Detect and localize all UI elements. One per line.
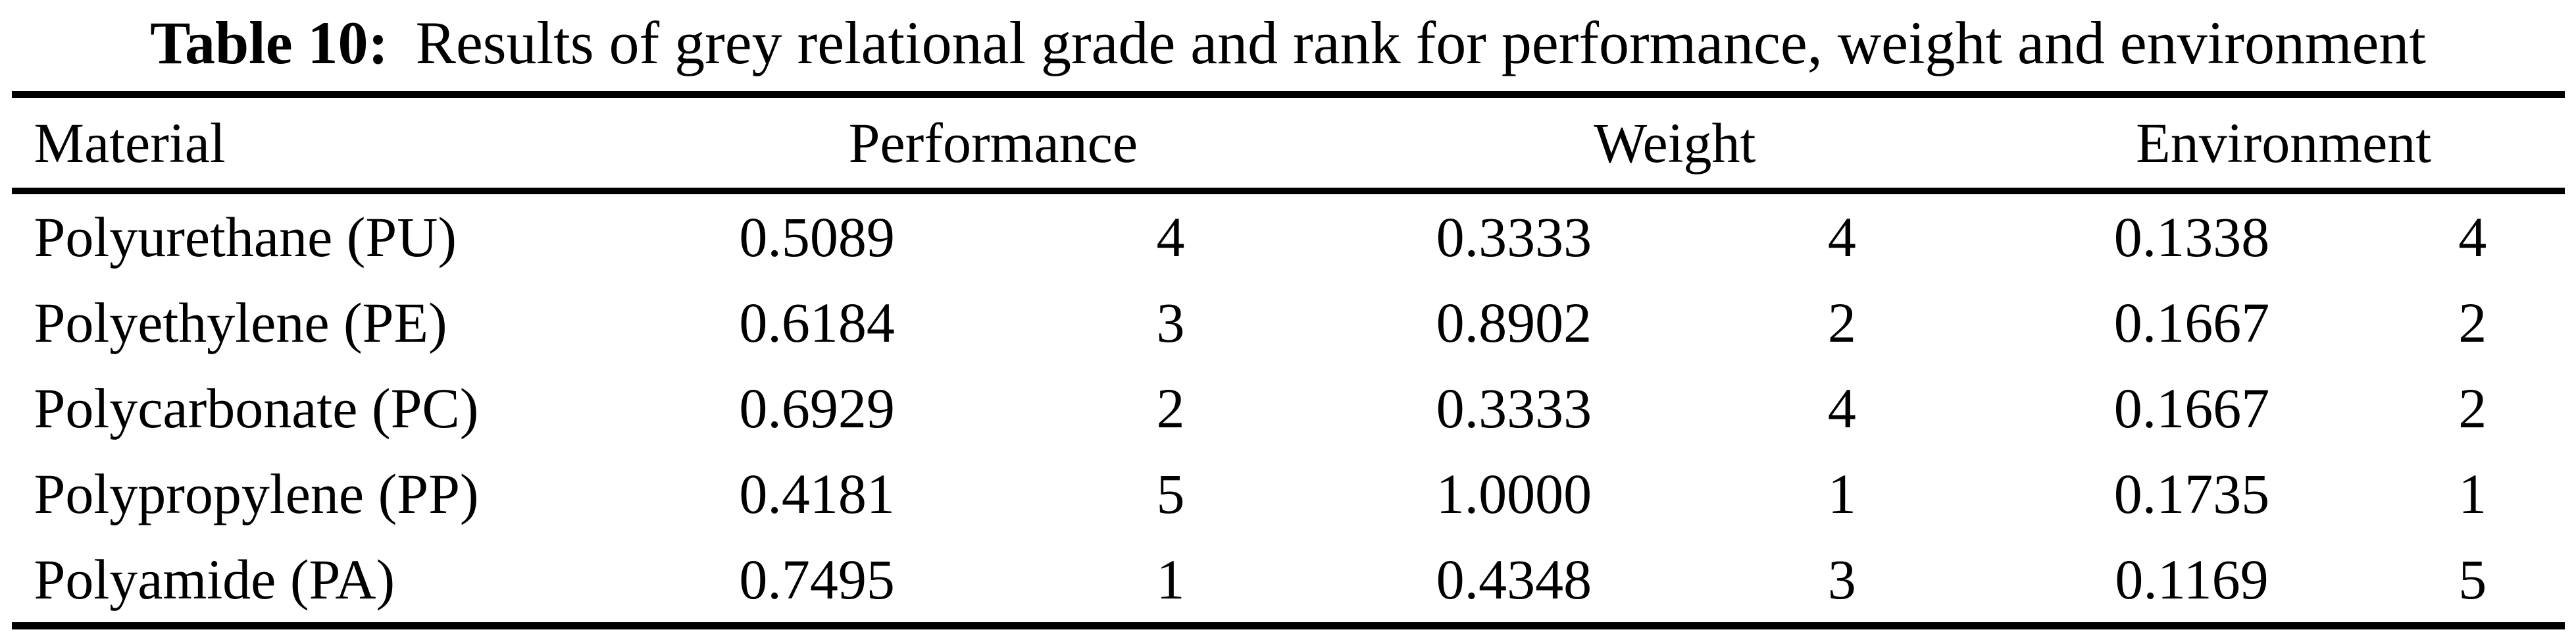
environment-rank-cell: 4 <box>2458 205 2487 269</box>
table-row: Polycarbonate (PC) 0.6929 2 0.3333 4 0.1… <box>12 365 2565 451</box>
table-caption: Table 10: Results of grey relational grad… <box>0 3 2576 83</box>
performance-rank-cell: 2 <box>1156 377 1185 440</box>
environment-grade-cell: 0.1169 <box>2115 548 2269 611</box>
environment-grade-cell: 0.1667 <box>2113 377 2270 440</box>
col-header-environment: Environment <box>2002 94 2565 194</box>
weight-grade-cell: 1.0000 <box>1436 462 1592 525</box>
table-row: Polypropylene (PP) 0.4181 5 1.0000 1 0.1… <box>12 451 2565 537</box>
weight-grade-cell: 0.3333 <box>1436 205 1592 269</box>
performance-rank-cell: 1 <box>1156 548 1185 611</box>
weight-rank-cell: 1 <box>1827 462 1856 525</box>
environment-rank-cell: 5 <box>2458 548 2487 611</box>
weight-rank-cell: 4 <box>1827 377 1856 440</box>
material-cell: Polycarbonate (PC) <box>34 377 479 440</box>
performance-grade-cell: 0.6929 <box>739 377 895 440</box>
performance-rank-cell: 5 <box>1156 462 1185 525</box>
table-caption-text: Results of grey relational grade and ran… <box>415 9 2426 76</box>
environment-grade-cell: 0.1667 <box>2113 291 2270 354</box>
col-header-material: Material <box>11 94 640 194</box>
weight-rank-cell: 4 <box>1827 205 1856 269</box>
performance-rank-cell: 3 <box>1156 291 1185 354</box>
material-cell: Polyurethane (PU) <box>34 205 457 269</box>
header-row: Material Performance Weight Environment <box>11 94 2565 194</box>
material-cell: Polypropylene (PP) <box>34 462 479 525</box>
environment-rank-cell: 1 <box>2458 462 2487 525</box>
table-row: Polyamide (PA) 0.7495 1 0.4348 3 0.1169 … <box>12 537 2565 626</box>
table-row: Polyethylene (PE) 0.6184 3 0.8902 2 0.16… <box>12 280 2565 365</box>
results-table: Material Performance Weight Environment … <box>11 91 2565 629</box>
col-header-performance: Performance <box>639 94 1347 194</box>
weight-rank-cell: 3 <box>1827 548 1856 611</box>
table-caption-label: Table 10: <box>150 9 389 76</box>
environment-rank-cell: 2 <box>2458 291 2487 354</box>
weight-grade-cell: 0.3333 <box>1436 377 1592 440</box>
performance-grade-cell: 0.4181 <box>739 462 895 525</box>
performance-grade-cell: 0.6184 <box>739 291 895 354</box>
environment-rank-cell: 2 <box>2458 377 2487 440</box>
weight-grade-cell: 0.4348 <box>1436 548 1592 611</box>
performance-rank-cell: 4 <box>1156 205 1185 269</box>
environment-grade-cell: 0.1338 <box>2113 205 2270 269</box>
material-cell: Polyamide (PA) <box>34 548 395 611</box>
environment-grade-cell: 0.1735 <box>2113 462 2270 525</box>
material-cell: Polyethylene (PE) <box>34 291 447 354</box>
weight-rank-cell: 2 <box>1827 291 1856 354</box>
performance-grade-cell: 0.7495 <box>739 548 895 611</box>
weight-grade-cell: 0.8902 <box>1436 291 1592 354</box>
performance-grade-cell: 0.5089 <box>739 205 895 269</box>
col-header-weight: Weight <box>1346 94 2003 194</box>
table-row: Polyurethane (PU) 0.5089 4 0.3333 4 0.13… <box>12 191 2565 280</box>
